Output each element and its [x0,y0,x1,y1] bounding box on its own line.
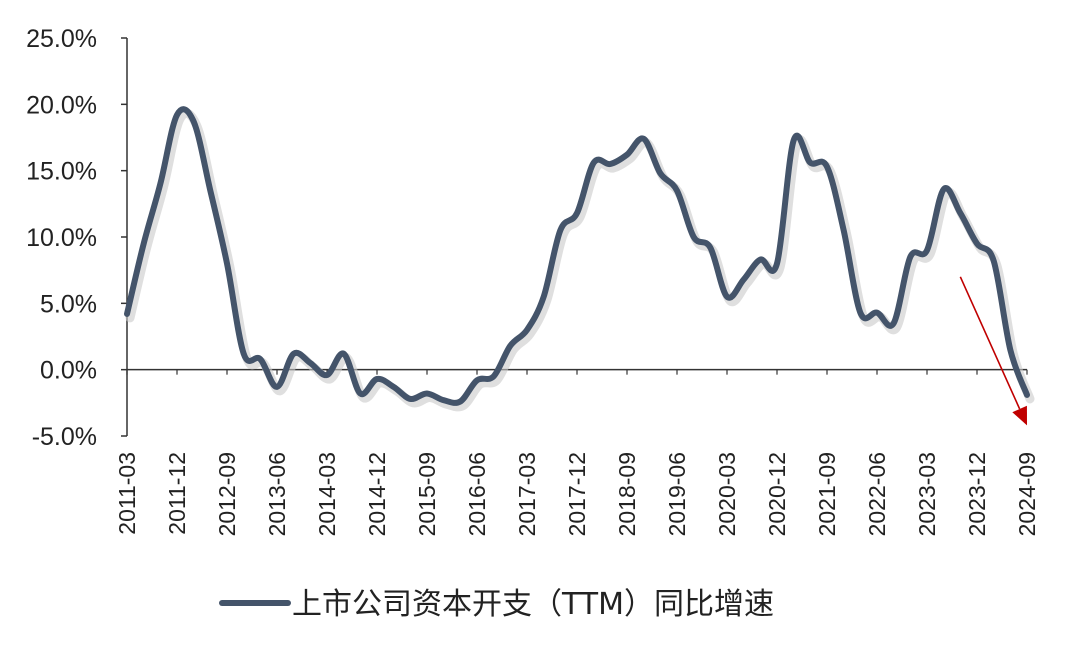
y-axis-ticks: 25.0% 20.0% 15.0% 10.0% 5.0% 0.0% -5.0% [26,25,127,451]
trend-arrow-head [1012,405,1027,426]
y-tick-label: 0.0% [40,357,97,385]
x-tick-label: 2023-03 [914,452,940,536]
y-tick-label: 25.0% [26,25,97,53]
x-tick-label: 2023-12 [964,452,990,536]
legend-label: 上市公司资本开支（TTM）同比增速 [292,587,774,622]
x-tick-label: 2018-09 [614,452,640,536]
y-tick-label: 5.0% [40,290,97,318]
trend-arrow-line [959,276,1021,410]
x-tick-label: 2015-09 [414,452,440,536]
x-tick-label: 2016-06 [464,452,490,536]
series-line [124,106,1030,406]
y-tick-label: 10.0% [26,224,97,252]
x-tick-label: 2011-12 [164,452,190,535]
x-tick-label: 2021-09 [814,452,840,536]
x-tick-label: 2024-09 [1014,452,1040,536]
y-tick-label: -5.0% [32,423,97,451]
x-tick-label: 2014-03 [314,452,340,536]
x-tick-label: 2017-03 [514,452,540,536]
y-tick-label: 20.0% [26,91,97,119]
x-tick-label: 2020-12 [764,452,790,536]
annotation-layer [959,276,1027,426]
x-axis-ticks: 2011-03 2011-12 2012-09 2013-06 2014-03 2014-… [114,369,1040,536]
x-tick-label: 2017-12 [564,452,590,536]
series-layer [124,106,1035,412]
x-tick-label: 2011-03 [114,452,140,535]
x-tick-label: 2020-03 [714,452,740,536]
x-tick-label: 2012-09 [214,452,240,536]
x-tick-label: 2013-06 [264,452,290,536]
y-tick-label: 15.0% [26,158,97,186]
legend: 上市公司资本开支（TTM）同比增速 [219,587,774,622]
x-tick-label: 2022-06 [864,452,890,536]
x-tick-label: 2014-12 [364,452,390,536]
x-tick-label: 2019-06 [664,452,690,536]
